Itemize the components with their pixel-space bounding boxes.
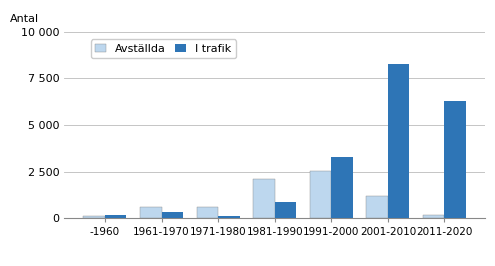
Bar <box>388 64 409 218</box>
Bar <box>445 101 466 218</box>
Bar <box>331 157 353 218</box>
Bar <box>423 215 445 218</box>
Bar <box>253 179 275 218</box>
Bar <box>218 217 240 218</box>
Bar <box>105 215 127 218</box>
Bar <box>275 202 296 218</box>
Bar <box>197 207 218 218</box>
Bar <box>84 216 105 218</box>
Bar <box>366 196 388 218</box>
Bar <box>310 171 331 218</box>
Bar <box>140 207 161 218</box>
Text: Antal: Antal <box>10 14 39 24</box>
Legend: Avställda, I trafik: Avställda, I trafik <box>91 39 236 58</box>
Bar <box>161 212 183 218</box>
